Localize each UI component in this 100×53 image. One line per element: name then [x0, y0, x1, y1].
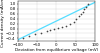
X-axis label: Deviation from equilibrium voltage (mV): Deviation from equilibrium voltage (mV): [15, 48, 98, 52]
Y-axis label: Current density (mA/cm²): Current density (mA/cm²): [1, 0, 5, 47]
Point: [57, 27, 59, 28]
Point: [78, 16, 80, 17]
Point: [86, 6, 87, 7]
Point: [80, 13, 82, 14]
Point: [40, 32, 42, 33]
Point: [76, 18, 77, 19]
Point: [82, 11, 83, 12]
Point: [65, 25, 67, 26]
Point: [84, 9, 85, 10]
Point: [23, 37, 24, 38]
Point: [28, 35, 30, 36]
Point: [34, 34, 36, 35]
Point: [88, 4, 89, 5]
Point: [61, 26, 63, 27]
Point: [73, 21, 74, 22]
